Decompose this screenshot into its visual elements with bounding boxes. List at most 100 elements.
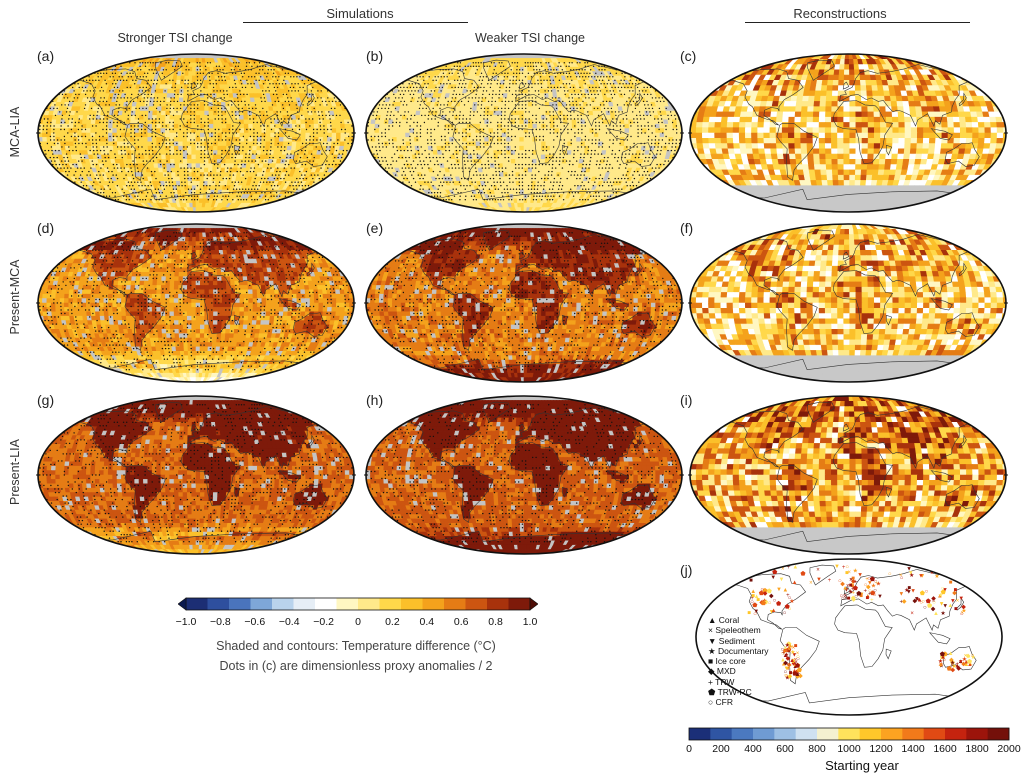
proxy-site-marker: +	[787, 666, 791, 672]
temperature-colorbar	[178, 597, 538, 611]
proxy-site-marker: ○	[960, 611, 964, 617]
proxy-site-marker: ○	[796, 656, 800, 662]
proxy-site-marker: ⬟	[947, 666, 953, 673]
proxy-site-marker: ○	[919, 600, 923, 606]
year-colorbar-segment	[987, 728, 1010, 740]
map-panel-j: ■■▼▲◆○×▼○○+▼ ■○×⬟○■×○■■○▼⬟▲⬟★★▼×○◆▼○▲⬟▼+⬟…	[695, 558, 1003, 716]
proxy-site-marker: ★	[955, 663, 960, 670]
proxy-site-marker: +	[787, 565, 791, 571]
proxy-site-marker: ▼	[791, 652, 797, 658]
year-colorbar-frame	[688, 727, 1010, 741]
proxy-site-marker: ▲	[917, 598, 923, 604]
temperature-tick-label: 0	[355, 616, 361, 628]
panel-label-c: (c)	[680, 48, 696, 64]
panel-label-a: (a)	[37, 48, 54, 64]
year-colorbar-segment	[966, 728, 989, 740]
proxy-site-marker: ×	[843, 593, 847, 599]
colorbar-segment	[422, 598, 445, 610]
legend-trw-rc: ⬟ TRW-RC	[708, 687, 769, 697]
proxy-site-marker: ◆	[786, 656, 791, 662]
row-label-present-lia: Present-LIA	[8, 402, 22, 542]
proxy-site-marker: +	[868, 592, 872, 598]
proxy-site-marker: ■	[783, 649, 787, 655]
year-tick-label: 1200	[869, 743, 892, 755]
proxy-site-marker: ■	[763, 600, 767, 606]
row-label-mca-lia: MCA-LIA	[8, 62, 22, 202]
temperature-tick-label: 1.0	[523, 616, 538, 628]
proxy-site-marker: ○	[780, 647, 784, 653]
proxy-site-marker: ◆	[787, 663, 792, 669]
proxy-site-marker: ×	[787, 648, 791, 654]
proxy-site-marker: ⬟	[927, 603, 933, 610]
coastlines	[396, 401, 662, 554]
legend-sediment: ▼ Sediment	[708, 636, 769, 646]
proxy-site-marker: +	[969, 663, 973, 669]
proxy-site-marker: ▲	[787, 644, 793, 650]
year-colorbar-segment	[945, 728, 967, 740]
proxy-site-marker: +	[851, 591, 855, 597]
proxy-site-marker: ○	[864, 583, 868, 589]
proxy-site-marker: ★	[909, 572, 914, 579]
starting-year-colorbar	[688, 727, 1010, 741]
proxy-site-marker: ★	[940, 610, 945, 617]
proxy-site-marker: ○	[788, 673, 792, 679]
proxy-site-marker: ◆	[792, 661, 797, 667]
proxy-site-marker: ■	[851, 576, 855, 582]
map-outline	[695, 558, 1003, 716]
proxy-site-marker: ⬟	[767, 588, 773, 595]
proxy-site-marker: ○	[788, 606, 792, 612]
temperature-tick-label: −0.4	[279, 616, 300, 628]
proxy-site-marker: +	[870, 598, 874, 604]
colorbar-segment	[444, 598, 466, 610]
proxy-site-marker: ⬟	[785, 603, 791, 610]
year-colorbar-segment	[817, 728, 839, 740]
simulations-header: Simulations	[300, 6, 420, 21]
proxy-site-marker: +	[793, 666, 797, 672]
proxy-site-marker: ◆	[952, 591, 957, 597]
proxy-site-marker: ▲	[791, 669, 797, 675]
coastlines	[396, 59, 662, 212]
proxy-site-marker: +	[955, 662, 959, 668]
proxy-site-marker: ×	[951, 663, 955, 669]
year-colorbar-segment	[795, 728, 818, 740]
proxy-site-marker: ▼	[770, 575, 776, 581]
proxy-site-marker: ▼	[910, 589, 916, 595]
proxy-site-marker: ★	[904, 587, 909, 594]
year-colorbar-segment	[710, 728, 733, 740]
proxy-site-marker: ★	[938, 592, 943, 599]
proxy-site-marker: ★	[971, 654, 976, 661]
proxy-site-marker: ★	[753, 568, 758, 575]
proxy-site-marker: ⬟	[940, 651, 946, 658]
proxy-site-marker: ○	[785, 656, 789, 662]
proxy-site-marker: ⬟	[870, 590, 876, 597]
proxy-site-marker: ○	[971, 653, 975, 659]
temperature-tick-label: 0.6	[454, 616, 469, 628]
proxy-site-marker: ⬟	[752, 602, 758, 609]
map-panel-a	[36, 53, 356, 213]
proxy-site-marker: ⬟	[759, 590, 765, 597]
map-panel-h	[364, 395, 684, 555]
proxy-site-marker: ○	[845, 565, 849, 571]
legend-speleothem: × Speleothem	[708, 625, 769, 635]
legend-trw: + TRW	[708, 677, 769, 687]
proxy-site-marker: ◆	[851, 596, 856, 602]
proxy-site-marker: ⬟	[786, 647, 792, 654]
colorbar-segment	[465, 598, 488, 610]
proxy-site-marker: +	[750, 596, 754, 602]
colorbar-segment	[336, 598, 359, 610]
proxy-site-marker: ◆	[866, 585, 871, 591]
proxy-site-marker: ◆	[931, 606, 936, 612]
year-tick-label: 600	[776, 743, 794, 755]
proxy-site-marker: ▲	[958, 659, 964, 665]
map-field	[366, 54, 682, 212]
proxy-site-marker: ★	[962, 656, 967, 663]
coastlines	[720, 401, 986, 554]
proxy-site-marker: +	[939, 664, 943, 670]
proxy-site-marker: ▼	[958, 660, 964, 666]
proxy-site-marker: ▲	[967, 662, 973, 668]
colorbar-segment	[315, 598, 337, 610]
map-field	[38, 224, 354, 382]
proxy-site-marker: ×	[964, 653, 968, 659]
proxy-site-marker: ×	[847, 570, 851, 576]
proxy-site-marker: ■	[859, 594, 863, 600]
